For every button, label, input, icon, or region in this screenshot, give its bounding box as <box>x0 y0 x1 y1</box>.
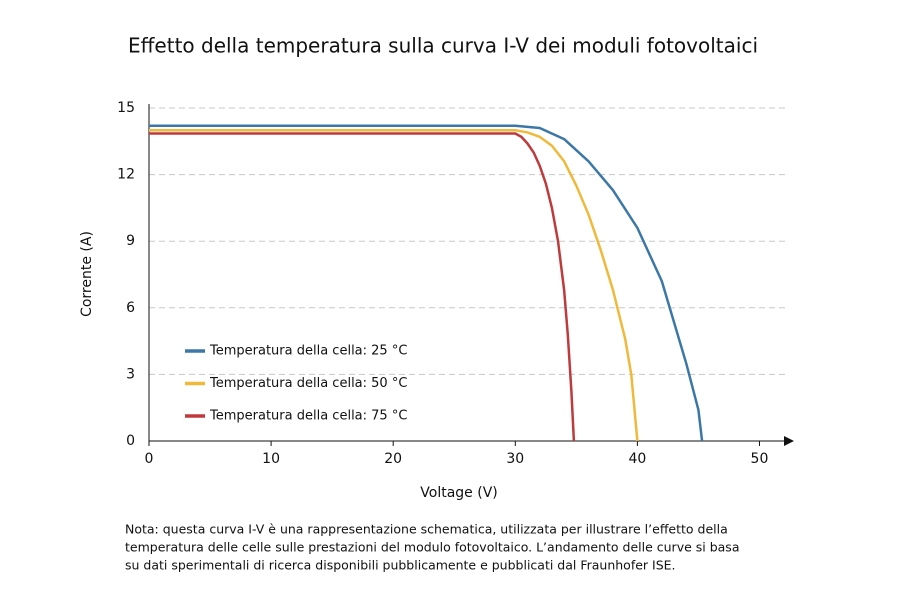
y-tick-label: 3 <box>126 366 135 382</box>
x-tick-label: 20 <box>384 451 402 467</box>
y-tick-label: 9 <box>126 233 135 249</box>
x-axis-arrow <box>784 436 794 446</box>
y-tick-label: 12 <box>117 167 135 183</box>
series-line <box>149 132 576 442</box>
y-tick-label: 15 <box>117 100 135 116</box>
x-tick-label: 50 <box>751 451 769 467</box>
y-tick-label: 0 <box>126 433 135 449</box>
legend-label: Temperatura della cella: 75 °C <box>209 409 407 424</box>
x-axis-label: Voltage (V) <box>420 485 497 501</box>
x-tick-label: 40 <box>628 451 646 467</box>
legend-label: Temperatura della cella: 25 °C <box>209 344 407 359</box>
y-axis-label: Corrente (A) <box>79 231 95 317</box>
legend-label: Temperatura della cella: 50 °C <box>209 376 407 391</box>
note-line: temperatura delle celle sulle prestazion… <box>125 540 739 555</box>
x-tick-label: 10 <box>262 451 280 467</box>
chart-title: Effetto della temperatura sulla curva I-… <box>128 34 758 58</box>
note-line: Nota: questa curva I-V è una rappresenta… <box>125 522 728 537</box>
series-line <box>149 124 704 442</box>
x-tick-label: 30 <box>506 451 524 467</box>
y-tick-label: 6 <box>126 300 135 316</box>
series-line <box>149 128 639 442</box>
x-tick-label: 0 <box>145 451 154 467</box>
note-line: su dati sperimentali di ricerca disponib… <box>125 558 676 573</box>
